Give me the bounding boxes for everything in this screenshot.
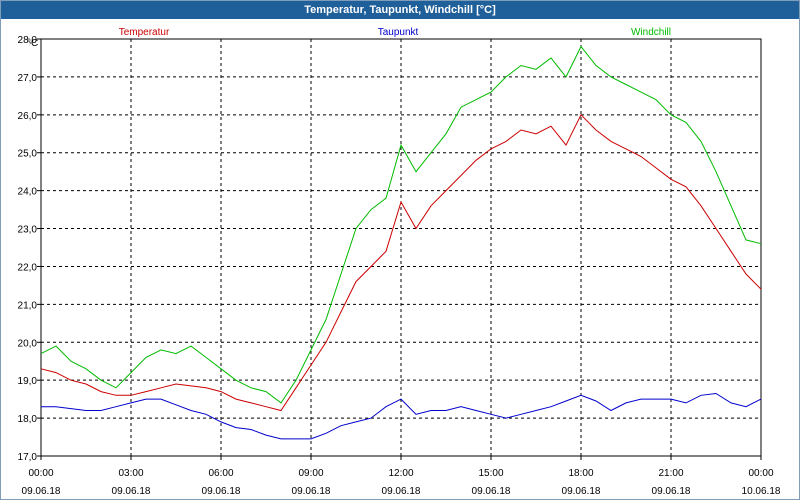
x-tick-date: 09.06.18 (292, 486, 331, 497)
x-tick-date: 09.06.18 (22, 486, 61, 497)
x-tick-date: 09.06.18 (562, 486, 601, 497)
y-tick-label: 22,0 (18, 262, 38, 273)
y-tick-label: 20,0 (18, 338, 38, 349)
y-tick-label: 18,0 (18, 414, 38, 425)
x-tick-date: 10.06.18 (742, 486, 781, 497)
line-chart: 17,0 18,0 19,0 20,0 21,0 22,0 23,0 24,0 25,0 26,0… (18, 27, 781, 497)
y-tick-label: 19,0 (18, 376, 38, 387)
x-tick-time: 00:00 (28, 468, 53, 479)
plot-area (40, 38, 762, 457)
x-tick-date: 09.06.18 (472, 486, 511, 497)
x-tick-date: 09.06.18 (382, 486, 421, 497)
y-tick-label: 23,0 (18, 225, 38, 236)
legend-windchill: Windchill (631, 27, 671, 38)
legend-taupunkt: Taupunkt (378, 27, 419, 38)
x-tick-time: 06:00 (208, 468, 233, 479)
y-tick-label: 27,0 (18, 73, 38, 84)
y-tick-label: 21,0 (18, 300, 38, 311)
y-tick-label: 28,0 (18, 35, 38, 46)
series-line-windchill (40, 45, 762, 404)
x-tick-time: 15:00 (478, 468, 503, 479)
legend-temperatur: Temperatur (119, 27, 170, 38)
x-tick-time: 21:00 (658, 468, 683, 479)
x-tick-time: 00:00 (748, 468, 773, 479)
x-tick-time: 03:00 (118, 468, 143, 479)
series-line-temperatur (40, 113, 762, 412)
y-tick-label: 24,0 (18, 187, 38, 198)
x-tick-time: 18:00 (568, 468, 593, 479)
y-tick-label: 17,0 (18, 452, 38, 463)
window-title: Temperatur, Taupunkt, Windchill [°C] (1, 1, 799, 19)
y-tick-label: 26,0 (18, 111, 38, 122)
x-tick-date: 09.06.18 (652, 486, 691, 497)
series-line-taupunkt (41, 392, 762, 440)
y-tick-label: 25,0 (18, 149, 38, 160)
x-tick-date: 09.06.18 (202, 486, 241, 497)
x-tick-time: 09:00 (298, 468, 323, 479)
y-axis-label: °C (27, 38, 38, 49)
x-tick-time: 12:00 (388, 468, 413, 479)
x-tick-date: 09.06.18 (112, 486, 151, 497)
